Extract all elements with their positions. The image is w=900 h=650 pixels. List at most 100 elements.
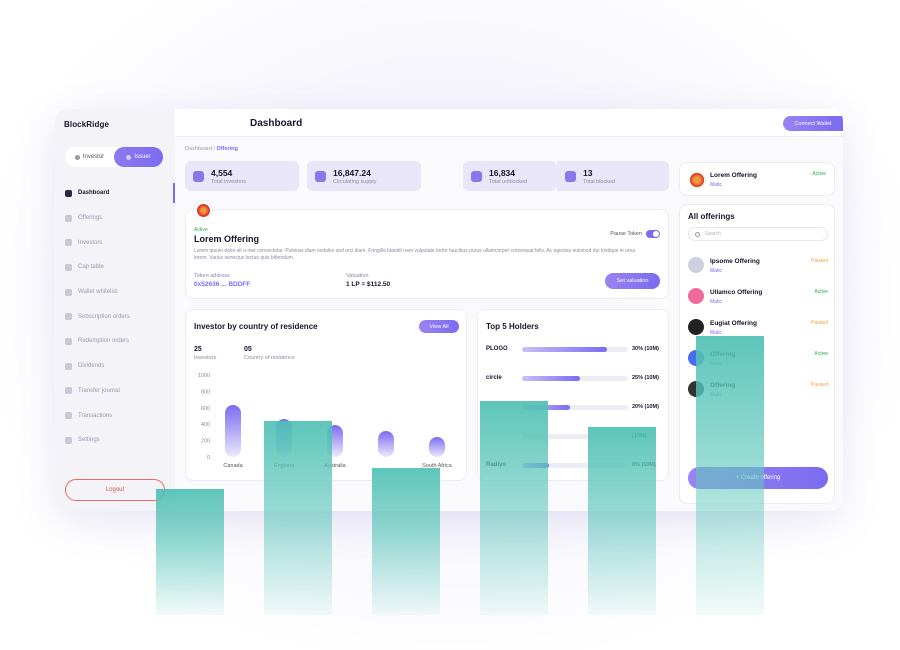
pause-token-toggle[interactable]: Pause Token: [610, 230, 660, 238]
offering-logo: [688, 171, 706, 189]
holder-percentage: 20% (10M): [632, 404, 659, 410]
x-tick-label: South Africa: [422, 463, 453, 469]
stat-value: 16,834: [489, 167, 515, 178]
dashboard-icon: [65, 189, 72, 197]
stat-circulating-supply: 16,847.24 Circulating supply: [307, 161, 421, 191]
sidebar-item-label: Cap table: [78, 264, 104, 271]
stat-value: 13: [583, 167, 593, 178]
offering-list-item[interactable]: Ullamco Offering Matic Active: [680, 284, 836, 312]
status-badge: Active: [814, 351, 828, 357]
view-all-button[interactable]: View All: [419, 320, 459, 333]
connect-wallet-button[interactable]: Connect Wallet: [783, 116, 843, 131]
y-tick-label: 400: [201, 422, 210, 428]
offering-chain: Matic: [710, 330, 722, 336]
holder-row: PLOGO 30% (10M): [486, 344, 662, 354]
country-bar: [225, 405, 241, 457]
valuation-value: 1 LP = $112.50: [346, 281, 391, 288]
stat-value: 4,554: [211, 167, 233, 178]
sidebar-item-transfer-journal[interactable]: Transfer journal: [55, 379, 175, 404]
role-label: Issuer: [134, 154, 151, 160]
sidebar-item-label: Wallet whitelist: [78, 289, 118, 296]
holder-bar-fill: [522, 346, 607, 352]
sidebar-item-cap-table[interactable]: Cap table: [55, 255, 175, 280]
x-tick-label: Australia: [324, 463, 346, 469]
sidebar-item-dashboard[interactable]: Dashboard: [55, 181, 175, 206]
user-icon: [126, 154, 132, 160]
y-tick-label: 200: [201, 439, 210, 445]
offering-list-item[interactable]: Offering Matic Active: [680, 346, 836, 374]
holder-bar-track: [522, 404, 628, 410]
offering-name: Ullamco Offering: [710, 289, 763, 296]
holder-bar-track: [522, 375, 628, 381]
holder-percentage: (10M): [632, 433, 647, 439]
offering-name: Ipsome Offering: [710, 258, 760, 265]
status-badge: Active: [194, 227, 208, 233]
role-label: Investor: [82, 154, 105, 160]
dividends-icon: [65, 362, 72, 370]
current-offering-card[interactable]: Lorem Offering Matic Active: [679, 162, 835, 196]
sidebar-item-transactions[interactable]: Transactions: [55, 403, 175, 428]
breadcrumb-root[interactable]: Dashboard: [185, 146, 212, 152]
stat-total-investors: 4,554 Total investors: [185, 161, 299, 191]
sidebar-nav: Dashboard Offerings Investors Cap table …: [55, 181, 175, 453]
offering-logo-mark: [196, 203, 210, 217]
holder-bar-track: [522, 433, 628, 439]
offering-description: Lorem ipsum dolor sit a met consectetur.…: [194, 248, 636, 261]
offering-list-item[interactable]: Eugiat Offering Matic Paused: [680, 315, 836, 343]
all-offerings-card: All offerings Search Ipsome Offering Mati…: [679, 204, 835, 504]
current-offering-name: Lorem Offering: [710, 172, 757, 179]
sidebar-item-label: Investors: [78, 239, 103, 246]
check-badge-icon: [471, 170, 482, 182]
y-tick-label: 0: [207, 455, 210, 461]
country-card: Investor by country of residence View Al…: [185, 309, 467, 481]
sidebar-item-settings[interactable]: Settings: [55, 428, 175, 453]
sidebar-item-label: Settings: [78, 437, 100, 444]
sidebar-item-investors[interactable]: Investors: [55, 230, 175, 255]
sidebar-item-wallet-whitelist[interactable]: Wallet whitelist: [55, 280, 175, 305]
y-tick-label: 800: [201, 389, 210, 395]
create-offering-button[interactable]: + Create offering: [688, 467, 828, 489]
pause-token-label: Pause Token: [610, 231, 642, 237]
offering-chain: Matic: [710, 392, 722, 398]
stat-label: Total blocked: [583, 178, 616, 185]
sidebar-item-offerings[interactable]: Offerings: [55, 206, 175, 231]
sidebar-item-subscription-orders[interactable]: Subscription orders: [55, 304, 175, 329]
valuation-label: Valuation: [346, 273, 369, 279]
offering-name: Offering: [710, 351, 736, 358]
current-offering-chain: Matic: [710, 182, 722, 188]
offering-list-item[interactable]: Offering Matic Paused: [680, 377, 836, 405]
holder-bar-fill: [522, 375, 581, 381]
offering-list-item[interactable]: Ipsome Offering Matic Paused: [680, 253, 836, 281]
subscription-icon: [65, 313, 72, 321]
holder-name: Radiyo: [486, 462, 507, 468]
holder-row: (10M): [486, 431, 662, 441]
journal-icon: [65, 387, 72, 395]
sidebar-item-label: Dashboard: [78, 190, 110, 197]
holder-row: circle 25% (10M): [486, 373, 662, 383]
role-investor-button[interactable]: Investor: [65, 147, 114, 167]
offering-logo: [193, 200, 213, 220]
search-input[interactable]: Search: [688, 227, 828, 241]
offerings-icon: [65, 214, 72, 222]
sidebar-item-dividends[interactable]: Dividends: [55, 354, 175, 379]
offering-logo: [688, 350, 704, 366]
holder-percentage: 25% (10M): [632, 375, 659, 381]
set-valuation-button[interactable]: Set valuation: [605, 273, 660, 289]
holder-bar-track: [522, 346, 628, 352]
supply-icon: [315, 170, 326, 182]
status-badge: Active: [814, 289, 828, 295]
token-address[interactable]: 0x52636 ... BDDFF: [194, 281, 251, 288]
investors-count-label: Investors: [194, 355, 217, 361]
status-badge: Active: [812, 171, 826, 177]
breadcrumb: Dashboard / Offering: [185, 146, 238, 152]
logout-button[interactable]: Logout: [65, 479, 165, 501]
toggle-switch[interactable]: [646, 230, 660, 238]
offering-logo: [688, 319, 704, 335]
role-issuer-button[interactable]: Issuer: [114, 147, 163, 167]
sidebar-item-label: Redemption orders: [78, 338, 130, 345]
sidebar-item-redemption-orders[interactable]: Redemption orders: [55, 329, 175, 354]
y-tick-label: 600: [201, 406, 210, 412]
offering-name: Eugiat Offering: [710, 320, 757, 327]
user-icon: [74, 154, 80, 160]
holder-name: PLOGO: [486, 346, 508, 352]
